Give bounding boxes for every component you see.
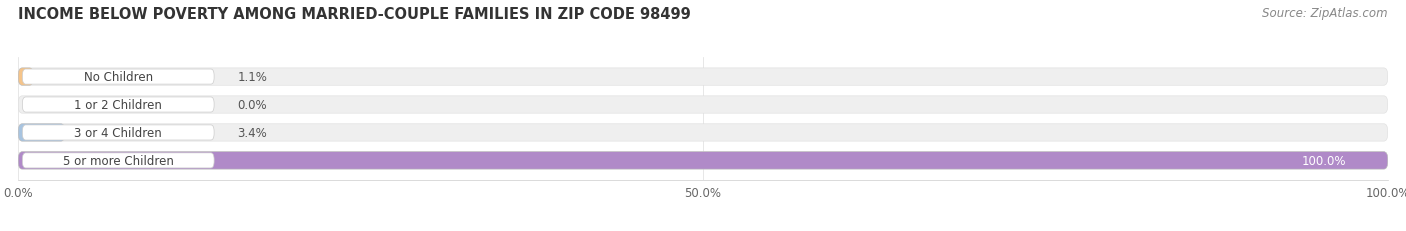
Text: 5 or more Children: 5 or more Children [63,154,174,167]
FancyBboxPatch shape [18,96,1388,114]
FancyBboxPatch shape [18,124,65,142]
Text: 3 or 4 Children: 3 or 4 Children [75,126,162,139]
FancyBboxPatch shape [18,124,1388,142]
Text: 0.0%: 0.0% [238,99,267,112]
Text: INCOME BELOW POVERTY AMONG MARRIED-COUPLE FAMILIES IN ZIP CODE 98499: INCOME BELOW POVERTY AMONG MARRIED-COUPL… [18,7,690,22]
Text: Source: ZipAtlas.com: Source: ZipAtlas.com [1263,7,1388,20]
Text: 1.1%: 1.1% [238,71,267,84]
FancyBboxPatch shape [22,125,214,140]
FancyBboxPatch shape [18,152,1388,169]
FancyBboxPatch shape [22,70,214,85]
Text: No Children: No Children [84,71,153,84]
Text: 100.0%: 100.0% [1302,154,1347,167]
Text: 1 or 2 Children: 1 or 2 Children [75,99,162,112]
FancyBboxPatch shape [18,69,34,86]
FancyBboxPatch shape [22,153,214,168]
FancyBboxPatch shape [22,97,214,112]
FancyBboxPatch shape [18,69,1388,86]
Text: 3.4%: 3.4% [238,126,267,139]
FancyBboxPatch shape [18,152,1388,169]
